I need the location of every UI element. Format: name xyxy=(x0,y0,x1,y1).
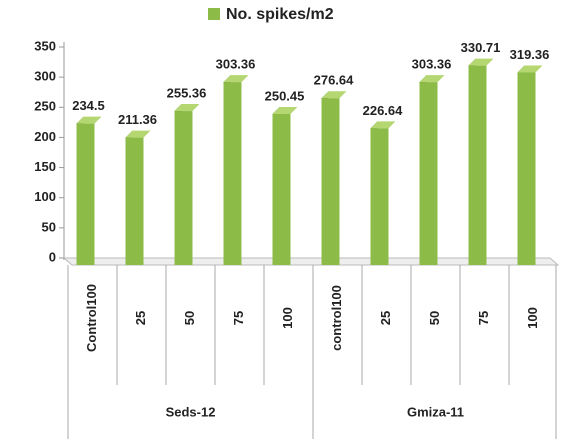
group-label: Seds-12 xyxy=(166,404,216,419)
x-tick-label: 50 xyxy=(427,311,442,325)
bar xyxy=(419,82,438,266)
bar-top xyxy=(125,130,151,138)
bar-top xyxy=(468,58,494,66)
y-tick-label: 200 xyxy=(34,129,56,144)
y-tick-label: 250 xyxy=(34,99,56,114)
bar-top xyxy=(223,75,249,83)
bar-top xyxy=(321,91,347,99)
x-tick-label: 25 xyxy=(133,311,148,325)
x-tick-label: 25 xyxy=(378,311,393,325)
x-tick-label: 75 xyxy=(476,311,491,325)
bar-top xyxy=(370,121,396,129)
legend-label: No. spikes/m2 xyxy=(226,6,334,23)
bar xyxy=(468,65,487,265)
x-tick-label: 100 xyxy=(525,307,540,329)
data-label: 319.36 xyxy=(510,47,550,62)
bar xyxy=(370,128,389,265)
data-label: 234.5 xyxy=(72,98,105,113)
data-label: 303.36 xyxy=(216,57,256,72)
legend-swatch xyxy=(208,8,220,20)
data-label: 330.71 xyxy=(461,40,501,55)
data-label: 226.64 xyxy=(363,103,404,118)
bar xyxy=(272,114,291,265)
x-tick-label: control100 xyxy=(329,285,344,351)
bar-top xyxy=(272,107,298,115)
data-label: 303.36 xyxy=(412,57,452,72)
y-tick-label: 350 xyxy=(34,38,56,53)
x-tick-label: 50 xyxy=(182,311,197,325)
y-tick-label: 300 xyxy=(34,69,56,84)
bar xyxy=(174,111,193,265)
data-label: 255.36 xyxy=(167,85,207,100)
bar-top xyxy=(76,116,102,124)
bar xyxy=(125,137,144,265)
y-tick-label: 150 xyxy=(34,159,56,174)
data-label: 250.45 xyxy=(265,88,305,103)
bar xyxy=(76,123,95,265)
x-tick-label: 100 xyxy=(280,307,295,329)
bar-top xyxy=(517,65,543,73)
y-tick-label: 50 xyxy=(42,219,56,234)
bar xyxy=(517,72,536,265)
group-label: Gmiza-11 xyxy=(407,404,464,419)
y-tick-label: 100 xyxy=(34,189,56,204)
y-tick-label: 0 xyxy=(49,249,56,264)
bar-top xyxy=(174,104,200,112)
x-tick-label: Control100 xyxy=(84,284,99,352)
data-label: 276.64 xyxy=(314,73,355,88)
data-label: 211.36 xyxy=(118,112,157,127)
bar-top xyxy=(419,75,445,83)
bar xyxy=(321,98,340,265)
bar xyxy=(223,82,242,266)
x-tick-label: 75 xyxy=(231,311,246,325)
